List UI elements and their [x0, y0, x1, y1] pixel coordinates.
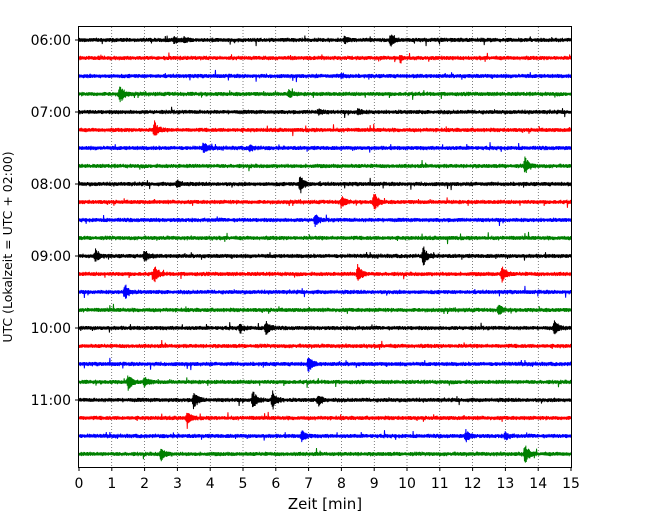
x-axis-label: Zeit [min]: [288, 495, 362, 513]
trace-row: [78, 156, 572, 173]
trace-row: [78, 142, 572, 154]
trace-row: [78, 176, 572, 194]
plot-frame: [78, 26, 572, 468]
x-tick-label: 15: [562, 476, 580, 492]
x-tick-label: 7: [304, 476, 313, 492]
trace-row: [78, 120, 572, 137]
trace-row: [78, 86, 572, 103]
trace-row: [78, 320, 572, 335]
trace-row: [78, 194, 572, 210]
trace-row: [78, 340, 572, 350]
x-tick-label: 3: [173, 476, 182, 492]
y-tick-label: 06:00: [31, 33, 71, 49]
trace-row: [78, 357, 572, 372]
trace-row: [78, 428, 572, 443]
y-tick-label: 08:00: [31, 177, 71, 193]
x-tick-label: 8: [337, 476, 346, 492]
x-tick-label: 13: [496, 476, 514, 492]
x-tick-label: 2: [140, 476, 149, 492]
trace-row: [78, 411, 572, 429]
x-tick-label: 5: [239, 476, 248, 492]
y-tick-label: 09:00: [31, 249, 71, 265]
trace-row: [78, 445, 572, 463]
y-axis-ticks: 06:00 07:00 08:00 09:00 10:00 11:00: [31, 33, 79, 409]
trace-row: [78, 303, 572, 315]
y-axis-label: UTC (Lokalzeit = UTC + 02:00): [0, 151, 15, 342]
trace-lines: [78, 27, 572, 467]
x-tick-label: 0: [75, 476, 84, 492]
x-tick-label: 11: [431, 476, 449, 492]
trace-row: [78, 214, 572, 228]
x-tick-label: 10: [398, 476, 416, 492]
x-tick-label: 14: [529, 476, 547, 492]
trace-row: [78, 375, 572, 391]
trace-row: [78, 34, 572, 47]
x-tick-label: 9: [370, 476, 379, 492]
y-tick-label: 11:00: [31, 393, 71, 409]
trace-row: [78, 284, 572, 299]
trace-row: [78, 69, 572, 83]
trace-row: [78, 390, 572, 410]
trace-row: [78, 52, 572, 64]
trace-row: [78, 106, 572, 118]
trace-row: [78, 264, 572, 283]
trace-row: [78, 231, 572, 245]
x-tick-label: 12: [464, 476, 482, 492]
x-tick-label: 1: [107, 476, 116, 492]
y-tick-label: 07:00: [31, 105, 71, 121]
x-tick-label: 6: [271, 476, 280, 492]
y-tick-label: 10:00: [31, 321, 71, 337]
x-axis-ticks: 0 1 2 3 4 5 6 7 8 9 10 11 12 13 14 15: [75, 467, 580, 492]
trace-row: [78, 246, 572, 266]
x-tick-label: 4: [206, 476, 215, 492]
